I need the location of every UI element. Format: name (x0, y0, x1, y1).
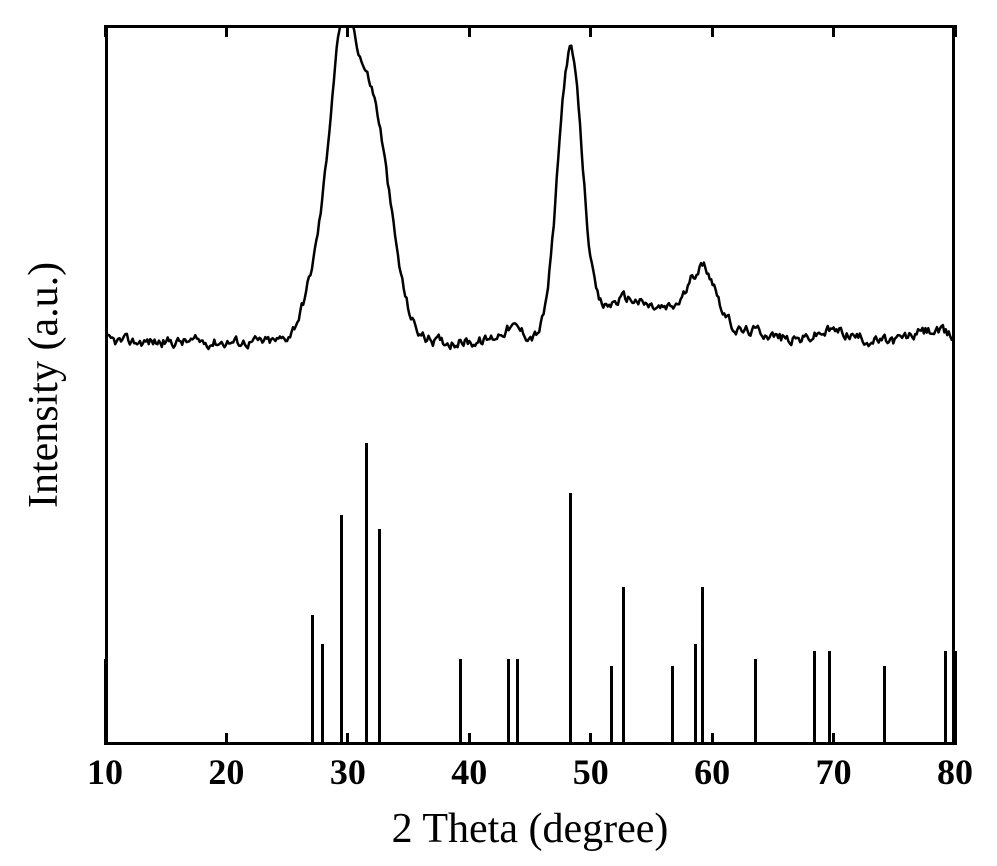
x-tick-mark (346, 733, 349, 745)
x-tick-mark (832, 733, 835, 745)
reference-peak (321, 644, 324, 745)
x-tick-mark (711, 733, 714, 745)
x-tick-mark (104, 733, 107, 745)
reference-peak (828, 651, 831, 745)
x-tick-label: 50 (573, 751, 609, 793)
spectrum-path (105, 2, 955, 349)
reference-peak (954, 651, 957, 745)
x-tick-mark-top (225, 25, 228, 37)
x-tick-mark-top (589, 25, 592, 37)
x-tick-label: 40 (451, 751, 487, 793)
reference-peak (365, 443, 368, 745)
xrd-figure: 10 20 30 40 50 60 70 80 Intensity (a.u.) 2 Thet… (0, 0, 997, 866)
x-tick-label: 30 (330, 751, 366, 793)
x-tick-mark-top (832, 25, 835, 37)
x-tick-mark (954, 733, 957, 745)
x-tick-label: 80 (937, 751, 973, 793)
reference-peak (701, 587, 704, 745)
x-tick-label: 20 (208, 751, 244, 793)
reference-peak (516, 659, 519, 745)
x-axis-label: 2 Theta (degree) (105, 805, 955, 853)
x-tick-mark-top (711, 25, 714, 37)
reference-peak (311, 615, 314, 745)
reference-peak (694, 644, 697, 745)
x-tick-label: 60 (694, 751, 730, 793)
x-tick-mark (225, 733, 228, 745)
reference-peak (883, 666, 886, 745)
reference-peak (507, 659, 510, 745)
reference-peak (944, 651, 947, 745)
reference-peak (671, 666, 674, 745)
x-tick-mark (589, 733, 592, 745)
x-tick-mark-top (468, 25, 471, 37)
x-tick-label: 70 (816, 751, 852, 793)
x-tick-mark-top (346, 25, 349, 37)
y-axis-label: Intensity (a.u.) (20, 25, 68, 745)
x-tick-mark (468, 733, 471, 745)
x-tick-mark-top (104, 25, 107, 37)
reference-peak (378, 529, 381, 745)
reference-peak (459, 659, 462, 745)
reference-peak (754, 659, 757, 745)
spectrum-curve (0, 0, 997, 866)
reference-peak (622, 587, 625, 745)
x-tick-label: 10 (87, 751, 123, 793)
reference-peak (813, 651, 816, 745)
reference-peak (340, 515, 343, 745)
x-tick-mark-top (954, 25, 957, 37)
reference-peak (610, 666, 613, 745)
reference-peak (569, 493, 572, 745)
